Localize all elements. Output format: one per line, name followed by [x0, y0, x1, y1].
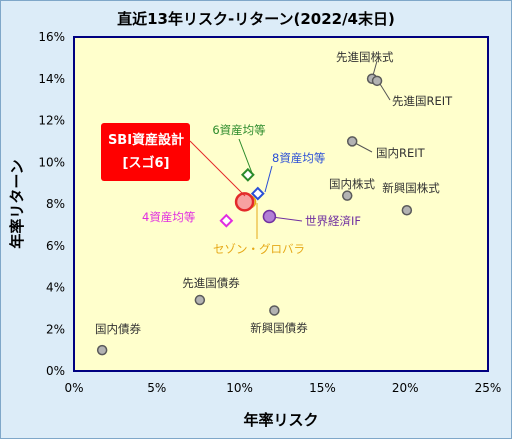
point-label: 6資産均等 [212, 123, 265, 137]
x-tick-label: 15% [309, 381, 336, 395]
y-axis-ticks: 0% 2% 4% 6% 8% 10% 12% 14% 16% [38, 30, 65, 378]
callout-line1: SBI資産設計 [108, 132, 184, 148]
point-label: 先進国REIT [392, 94, 453, 108]
leader-line [271, 216, 303, 222]
chart-title: 直近13年リスク-リターン(2022/4末日) [117, 10, 395, 28]
point-label: 国内REIT [376, 146, 426, 160]
point-新興国債券 [269, 305, 280, 316]
point-4資産均等 [219, 213, 234, 228]
point-国内債券 [96, 344, 108, 356]
y-tick-label: 14% [38, 72, 65, 86]
point-label: 国内債券 [95, 322, 141, 336]
y-tick-label: 0% [46, 364, 65, 378]
data-markers [96, 73, 413, 356]
y-tick-label: 6% [46, 239, 65, 253]
leader-line [238, 138, 253, 174]
y-tick-label: 4% [46, 281, 65, 295]
sbi-callout: SBI資産設計 [スゴ6] [101, 123, 246, 197]
point-国内株式 [341, 190, 353, 201]
point-label: 先進国株式 [336, 50, 394, 64]
y-tick-label: 12% [38, 114, 65, 128]
point-label: 先進国債券 [182, 276, 240, 290]
callout-box [101, 123, 190, 181]
callout-line2: [スゴ6] [123, 155, 170, 171]
x-tick-label: 20% [392, 381, 419, 395]
x-tick-label: 10% [226, 381, 253, 395]
point-先進国債券 [194, 294, 206, 306]
leader-lines [238, 60, 391, 239]
point-SBI資産設計[スゴ6] [234, 192, 255, 212]
point-新興国株式 [401, 205, 413, 216]
point-label: 4資産均等 [142, 210, 195, 224]
x-axis-ticks: 0% 5% 10% 15% 20% 25% [64, 381, 501, 395]
point-先進国REIT [371, 75, 383, 87]
leader-line [264, 165, 273, 193]
y-axis-label: 年率リターン [8, 159, 26, 248]
y-tick-label: 16% [38, 30, 65, 44]
leader-line [354, 142, 373, 153]
callout-leader-line [189, 140, 246, 197]
x-tick-label: 0% [64, 381, 83, 395]
point-label: 国内株式 [329, 177, 375, 191]
point-label: 新興国株式 [382, 181, 440, 195]
plot-area [73, 36, 489, 372]
point-国内REIT [346, 136, 358, 147]
y-tick-label: 8% [46, 197, 65, 211]
point-label: 8資産均等 [272, 151, 325, 165]
y-tick-label: 2% [46, 322, 65, 336]
point-label: 世界経済IF [305, 214, 361, 228]
point-8資産均等 [250, 186, 265, 201]
x-tick-label: 25% [475, 381, 502, 395]
leader-line [379, 83, 391, 101]
point-label: セゾン・グロバラ [213, 242, 305, 256]
point-label: 新興国債券 [250, 321, 308, 335]
x-axis-label: 年率リスク [243, 411, 318, 429]
y-tick-label: 10% [38, 155, 65, 169]
x-tick-label: 5% [147, 381, 166, 395]
point-世界経済IF [262, 209, 277, 224]
point-6資産均等 [240, 167, 255, 182]
